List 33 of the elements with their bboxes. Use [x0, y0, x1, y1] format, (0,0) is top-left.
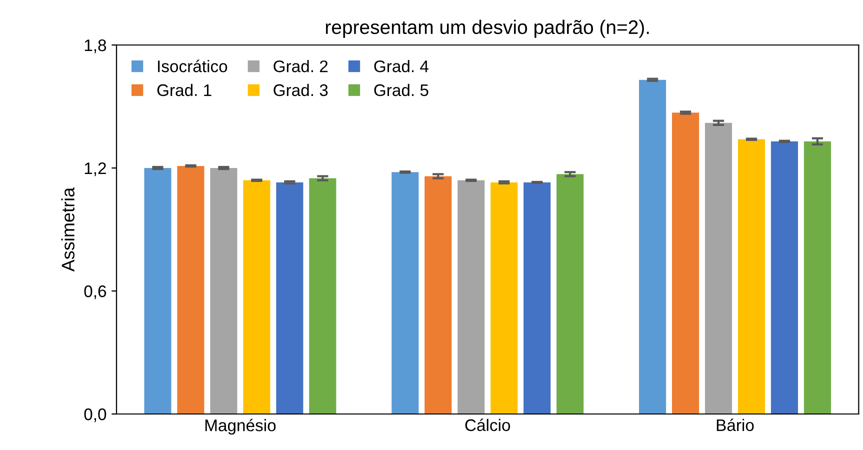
x-tick-label: Magnésio	[205, 418, 276, 435]
legend-label: Grad. 4	[374, 60, 428, 72]
bar	[210, 168, 238, 414]
bar	[490, 182, 518, 414]
bar	[704, 122, 732, 414]
bar	[738, 139, 766, 414]
y-tick-label: 0,6	[84, 285, 106, 300]
bar	[524, 182, 551, 414]
y-tick-label: 1,8	[84, 39, 106, 54]
legend-label: Grad. 1	[157, 84, 212, 96]
legend-label: Grad. 2	[274, 60, 328, 72]
bar	[243, 180, 270, 414]
bar	[639, 80, 666, 414]
x-tick-label: Bário	[716, 418, 754, 432]
bar	[458, 180, 485, 414]
legend-label: Grad. 5	[374, 84, 428, 96]
bar	[392, 172, 419, 414]
bar	[424, 176, 452, 414]
y-tick-label: 1,2	[84, 162, 106, 176]
bar	[804, 141, 831, 414]
bar	[672, 112, 700, 414]
legend-label: Isocrático	[158, 60, 228, 72]
bar	[309, 178, 336, 414]
legend-label: Grad. 3	[274, 84, 328, 96]
bar	[177, 166, 204, 414]
x-tick-label: Cálcio	[465, 418, 510, 432]
bar	[276, 182, 304, 414]
bar	[770, 141, 798, 414]
bar	[556, 174, 584, 414]
y-axis-title: Assimetria	[61, 187, 74, 272]
y-tick-label: 0,0	[84, 408, 106, 422]
bar	[144, 168, 172, 414]
chart-title: representam um desvio padrão (n=2).	[326, 20, 649, 38]
